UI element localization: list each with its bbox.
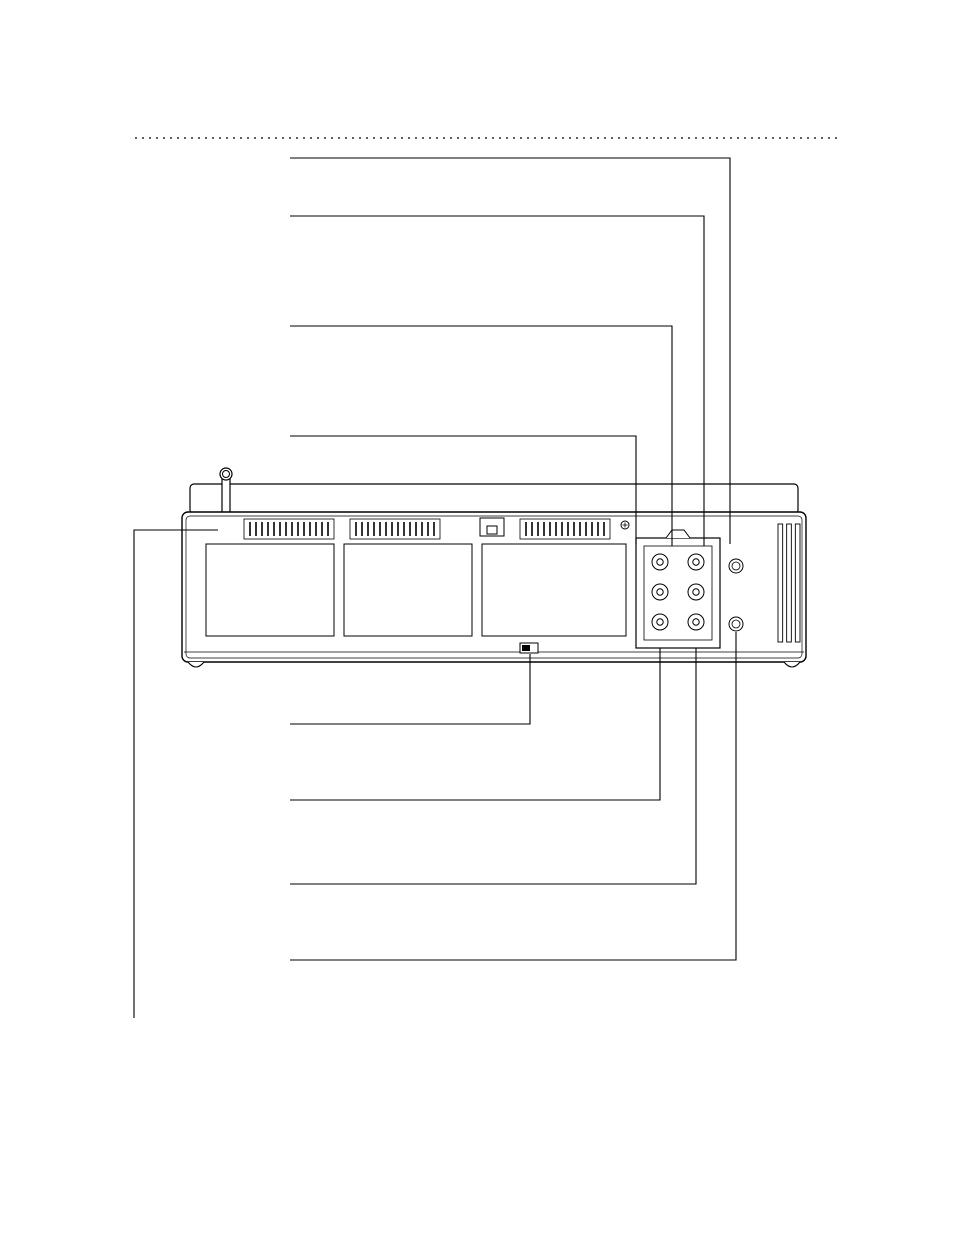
side-jack-0-inner bbox=[732, 562, 740, 570]
diagram-canvas bbox=[0, 0, 954, 1235]
rear-panel-0 bbox=[206, 544, 334, 636]
antenna-tip bbox=[220, 468, 232, 480]
rear-panel-2 bbox=[482, 544, 626, 636]
rca-0-r-pin bbox=[693, 559, 699, 565]
rca-2-l-pin bbox=[657, 619, 663, 625]
rca-2-r-pin bbox=[693, 619, 699, 625]
bottom-switch-knob bbox=[522, 645, 530, 651]
rca-1-l-pin bbox=[657, 589, 663, 595]
rca-block bbox=[636, 538, 720, 648]
rca-1-r-pin bbox=[693, 589, 699, 595]
rj-port-slot bbox=[487, 526, 497, 534]
rca-0-l-pin bbox=[657, 559, 663, 565]
device-top-plate bbox=[190, 484, 798, 514]
right-slot-0 bbox=[778, 524, 783, 642]
right-slot-1 bbox=[787, 524, 792, 642]
device-rear bbox=[182, 468, 806, 667]
side-jack-1-inner bbox=[732, 620, 740, 628]
right-slot-2 bbox=[795, 524, 800, 642]
rear-panel-1 bbox=[344, 544, 472, 636]
